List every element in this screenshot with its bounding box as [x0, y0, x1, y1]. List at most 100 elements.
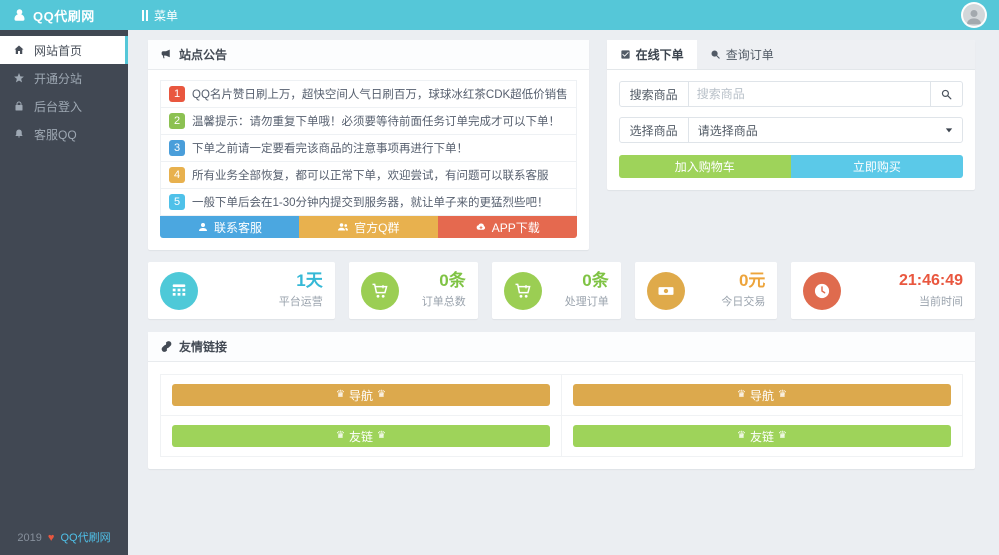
buy-now-button[interactable]: 立即购买: [790, 155, 964, 178]
stat-value: 0元: [738, 270, 766, 290]
lock-icon: [15, 101, 23, 111]
friend-links-body: ♛ 导航 ♛ ♛ 友链 ♛: [148, 362, 975, 469]
order-panel: 在线下单 查询订单 搜索商品: [606, 40, 975, 190]
stat-icon-circle: [160, 271, 198, 310]
link-icon: [161, 341, 172, 352]
brand[interactable]: QQ代刷网: [0, 6, 128, 25]
announcement-text: 温馨提示：请勿重复下单哦！必须要等待前面任务订单完成才可以下单！: [192, 116, 560, 128]
stat-icon-circle: [803, 271, 842, 310]
bell-icon: [15, 129, 23, 138]
stat-card-total-orders: 0条 订单总数: [348, 262, 478, 319]
sidebar-footer: 2019 ♥ QQ代刷网: [0, 529, 128, 545]
crown-icon: ♛: [377, 430, 386, 441]
tab-query-order[interactable]: 查询订单: [697, 40, 787, 69]
order-tabs: 在线下单 查询订单: [606, 40, 975, 70]
sidebar: 网站首页 开通分站 后台登入 客服QQ 2019 ♥ QQ代刷网: [0, 30, 128, 555]
stat-card-platform-days: 1天 平台运营: [148, 262, 335, 319]
stat-text: 1天 平台运营: [206, 270, 323, 310]
person-icon: [966, 10, 982, 25]
cart-plus-icon: [515, 283, 531, 298]
stat-label: 当前时间: [919, 295, 963, 308]
button-label: 联系客服: [213, 220, 262, 235]
search-product-input[interactable]: [688, 82, 930, 106]
order-body: 搜索商品 选择商品 请选择商品 加入购物车: [607, 70, 975, 190]
user-avatar[interactable]: [961, 2, 987, 28]
links-column: ♛ 导航 ♛ ♛ 友链 ♛: [562, 375, 962, 456]
search-product-group: 搜索商品: [618, 81, 963, 107]
sidebar-item-support-qq[interactable]: 客服QQ: [0, 120, 128, 148]
contact-support-button[interactable]: 联系客服: [160, 216, 299, 238]
stat-value: 1天: [296, 270, 323, 290]
announcement-item: 3 下单之前请一定要看完该商品的注意事项再进行下单！: [160, 134, 577, 162]
announcement-text: QQ名片赞日刷上万，超快空间人气日刷百万，球球冰红茶CDK超低价销售: [192, 89, 568, 101]
caret-down-icon: [945, 128, 953, 133]
stat-text: 0条 订单总数: [407, 271, 466, 310]
add-to-cart-button[interactable]: 加入购物车: [618, 155, 791, 178]
stat-label: 处理订单: [564, 296, 609, 309]
cart-plus-icon: [372, 283, 388, 298]
sidebar-item-admin-login[interactable]: 后台登入: [0, 92, 128, 120]
friend-links-grid: ♛ 导航 ♛ ♛ 友链 ♛: [160, 374, 963, 457]
select-product-dropdown[interactable]: 请选择商品: [689, 118, 962, 142]
nav-link-button[interactable]: ♛ 导航 ♛: [172, 384, 550, 406]
person-icon: [198, 223, 207, 231]
crown-icon: ♛: [336, 389, 345, 400]
calendar-icon: [172, 283, 186, 296]
search-product-button[interactable]: [930, 82, 962, 106]
stat-icon-circle: [646, 271, 685, 310]
main-content: 站点公告 1 QQ名片赞日刷上万，超快空间人气日刷百万，球球冰红茶CDK超低价销…: [128, 30, 999, 555]
sidebar-item-label: 后台登入: [34, 99, 83, 114]
select-product-label: 选择商品: [620, 118, 689, 142]
stat-card-processing-orders: 0条 处理订单: [491, 262, 621, 319]
footer-site-link[interactable]: QQ代刷网: [60, 532, 111, 544]
cloud-download-icon: [476, 223, 485, 230]
select-product-value: 请选择商品: [697, 123, 758, 138]
crown-icon: ♛: [377, 389, 386, 400]
friend-links-panel: 友情链接 ♛ 导航 ♛ ♛: [148, 332, 975, 469]
announcement-text: 一般下单后会在1-30分钟内提交到服务器，就让单子来的更猛烈些吧！: [192, 197, 549, 209]
announcement-item: 4 所有业务全部恢复，都可以正常下单，欢迎尝试，有问题可以联系客服: [160, 161, 577, 189]
crown-icon: ♛: [778, 389, 787, 400]
tab-label: 在线下单: [635, 48, 684, 62]
announcements-panel: 站点公告 1 QQ名片赞日刷上万，超快空间人气日刷百万，球球冰红茶CDK超低价销…: [148, 40, 589, 250]
nav-link-button[interactable]: ♛ 导航 ♛: [573, 384, 951, 406]
announcements-list: 1 QQ名片赞日刷上万，超快空间人气日刷百万，球球冰红茶CDK超低价销售 2 温…: [160, 80, 577, 216]
stats-row: 1天 平台运营 0条 订单总数: [148, 262, 975, 319]
sidebar-item-home[interactable]: 网站首页: [0, 36, 128, 64]
announcement-badge: 1: [169, 86, 185, 102]
friend-link-button[interactable]: ♛ 友链 ♛: [172, 425, 550, 447]
announcement-badge: 5: [169, 194, 185, 210]
app-download-button[interactable]: APP下载: [437, 216, 577, 238]
search-product-label: 搜索商品: [620, 82, 689, 106]
check-square-icon: [621, 50, 630, 59]
link-label: 友链: [749, 429, 774, 444]
links-cell: ♛ 导航 ♛: [562, 375, 962, 416]
stat-label: 订单总数: [421, 296, 466, 309]
friend-link-button[interactable]: ♛ 友链 ♛: [573, 425, 951, 447]
official-qq-group-button[interactable]: 官方Q群: [298, 216, 438, 238]
announcement-text: 所有业务全部恢复，都可以正常下单，欢迎尝试，有问题可以联系客服: [192, 170, 549, 182]
stat-text: 21:46:49 当前时间: [849, 272, 963, 309]
announcements-title: 站点公告: [179, 48, 228, 62]
stat-label: 今日交易: [721, 296, 766, 309]
menu-toggle-button[interactable]: 菜单: [142, 7, 178, 24]
crown-icon: ♛: [737, 430, 746, 441]
stat-card-today-transactions: 0元 今日交易: [634, 262, 778, 319]
search-icon: [711, 50, 720, 59]
announcement-buttons: 联系客服 官方Q群 APP下载: [160, 216, 577, 238]
clock-icon: [815, 283, 830, 298]
announcement-item: 1 QQ名片赞日刷上万，超快空间人气日刷百万，球球冰红茶CDK超低价销售: [160, 80, 577, 108]
tab-online-order[interactable]: 在线下单: [606, 40, 697, 69]
top-row: 站点公告 1 QQ名片赞日刷上万，超快空间人气日刷百万，球球冰红茶CDK超低价销…: [148, 40, 975, 250]
link-label: 导航: [348, 388, 373, 403]
stat-icon-circle: [503, 271, 542, 310]
sidebar-item-substation[interactable]: 开通分站: [0, 64, 128, 92]
footer-year: 2019: [17, 532, 42, 544]
banknote-icon: [658, 286, 674, 295]
links-cell: ♛ 导航 ♛: [161, 375, 561, 416]
crown-icon: ♛: [336, 430, 345, 441]
announcements-header: 站点公告: [148, 40, 589, 70]
crown-icon: ♛: [737, 389, 746, 400]
order-buttons: 加入购物车 立即购买: [618, 155, 964, 178]
